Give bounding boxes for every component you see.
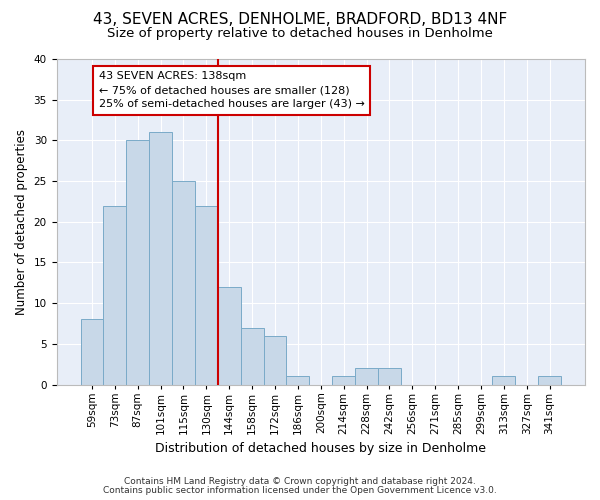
Bar: [172, 181, 195, 384]
Text: Size of property relative to detached houses in Denholme: Size of property relative to detached ho…: [107, 28, 493, 40]
X-axis label: Distribution of detached houses by size in Denholme: Distribution of detached houses by size …: [155, 442, 486, 455]
Bar: [263, 336, 286, 384]
Text: Contains public sector information licensed under the Open Government Licence v3: Contains public sector information licen…: [103, 486, 497, 495]
Bar: [286, 376, 310, 384]
Y-axis label: Number of detached properties: Number of detached properties: [15, 129, 28, 315]
Bar: [80, 320, 103, 384]
Bar: [149, 132, 172, 384]
Text: 43 SEVEN ACRES: 138sqm
← 75% of detached houses are smaller (128)
25% of semi-de: 43 SEVEN ACRES: 138sqm ← 75% of detached…: [99, 71, 365, 109]
Bar: [103, 206, 127, 384]
Bar: [218, 287, 241, 384]
Text: Contains HM Land Registry data © Crown copyright and database right 2024.: Contains HM Land Registry data © Crown c…: [124, 477, 476, 486]
Bar: [538, 376, 561, 384]
Bar: [195, 206, 218, 384]
Bar: [378, 368, 401, 384]
Bar: [493, 376, 515, 384]
Bar: [332, 376, 355, 384]
Bar: [241, 328, 263, 384]
Bar: [127, 140, 149, 384]
Text: 43, SEVEN ACRES, DENHOLME, BRADFORD, BD13 4NF: 43, SEVEN ACRES, DENHOLME, BRADFORD, BD1…: [93, 12, 507, 28]
Bar: [355, 368, 378, 384]
